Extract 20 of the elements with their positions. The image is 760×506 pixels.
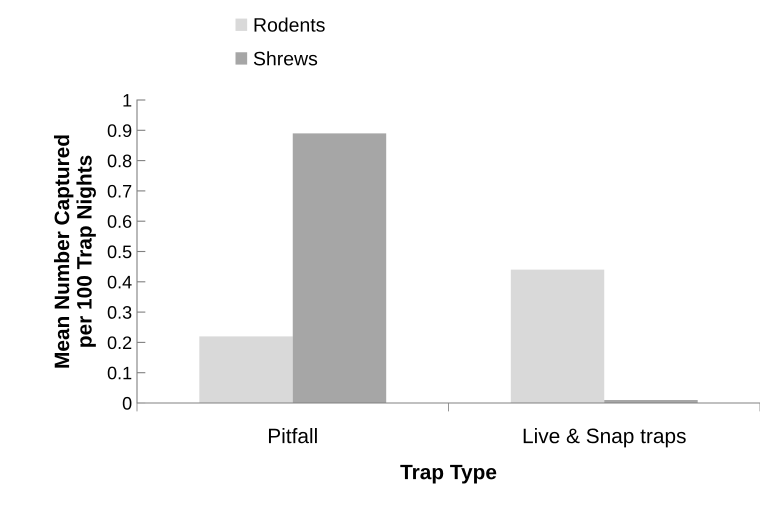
x-tick-label: Pitfall <box>268 428 317 444</box>
y-tick-label: 0.3 <box>108 306 132 319</box>
y-tick-label: 1 <box>123 94 132 107</box>
y-tick-label: 0.8 <box>108 154 132 168</box>
y-tick-label: 0.4 <box>108 276 132 289</box>
bar <box>199 336 293 403</box>
y-tick-label: 0.1 <box>108 366 132 380</box>
y-tick-label: 0.7 <box>108 184 132 198</box>
bar <box>292 133 386 403</box>
legend-label: Rodents <box>254 18 325 32</box>
y-tick-label: 0.6 <box>108 215 132 228</box>
x-axis-title: Trap Type <box>400 464 496 484</box>
y-tick-label: 0 <box>122 396 132 410</box>
bar <box>510 270 604 403</box>
y-tick-label: 0.5 <box>108 245 132 258</box>
y-tick-label: 0.9 <box>108 124 132 138</box>
y-axis-title: Mean Number Captured per 100 Trap Nights <box>54 135 96 368</box>
x-tick-label: Live & Snap traps <box>524 428 686 448</box>
legend-label: Shrews <box>254 51 318 66</box>
y-tick-label: 0.2 <box>108 336 132 350</box>
